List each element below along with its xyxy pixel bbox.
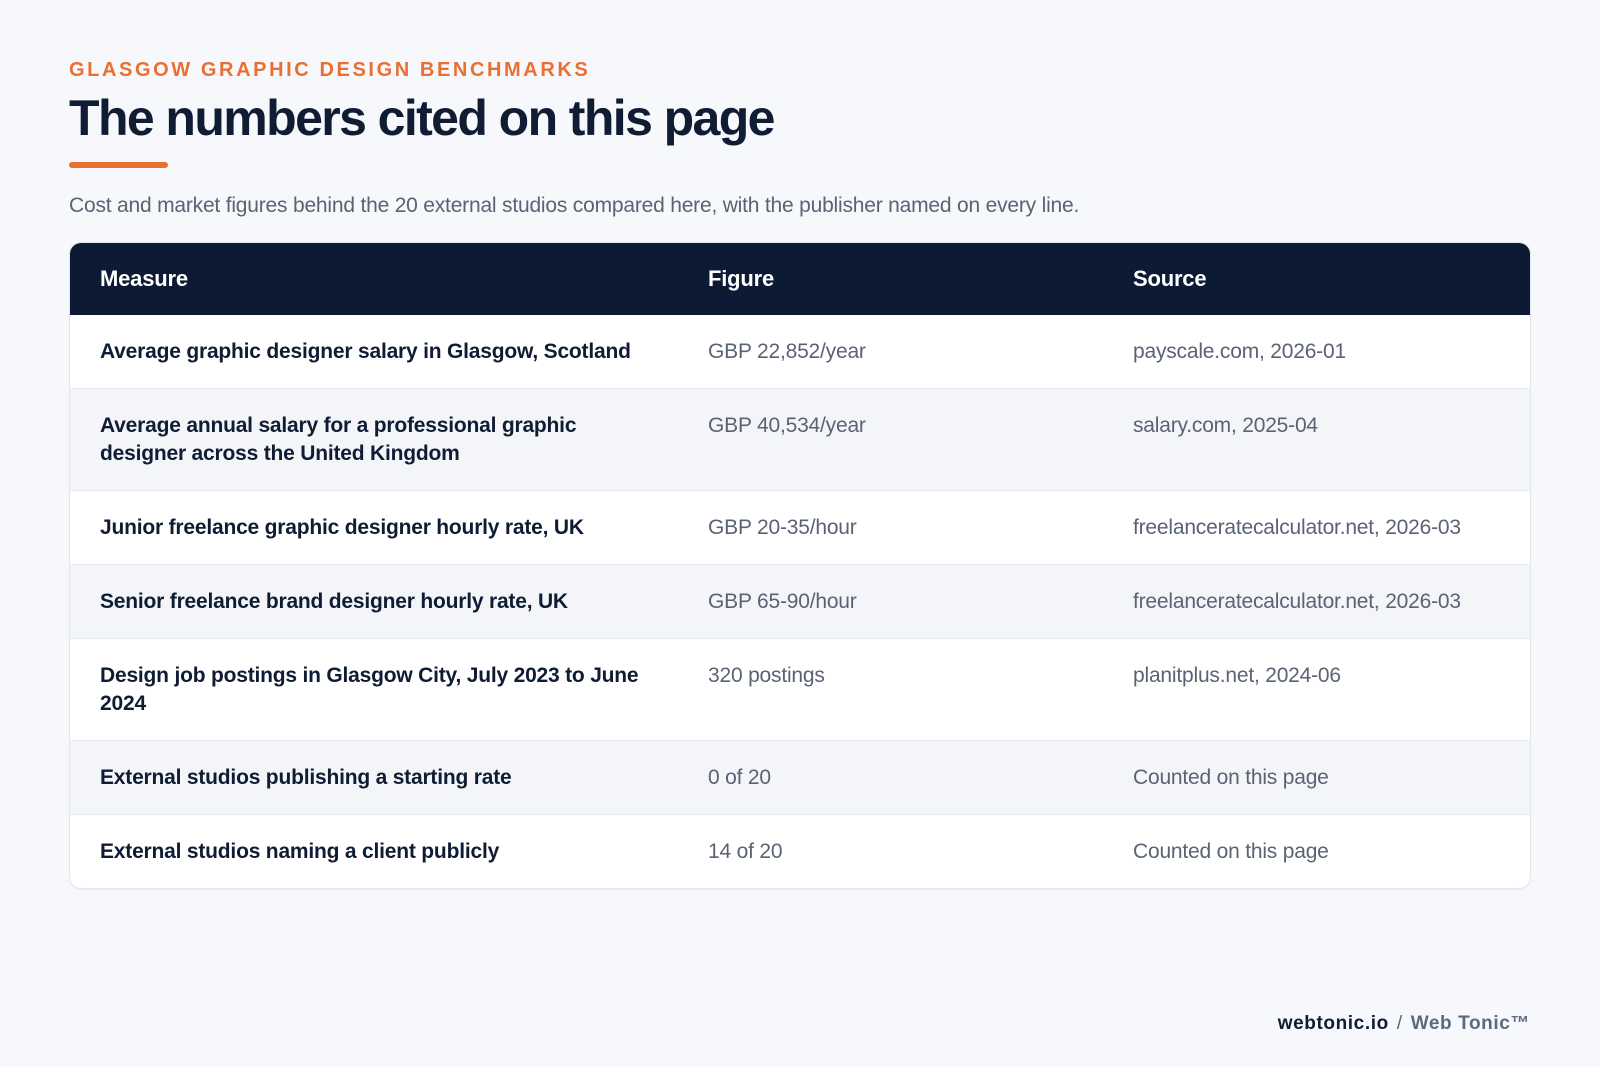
table-header-row: Measure Figure Source — [70, 243, 1530, 315]
column-header-source: Source — [1103, 243, 1530, 315]
measure-cell: Senior freelance brand designer hourly r… — [70, 564, 678, 639]
benchmarks-section: GLASGOW GRAPHIC DESIGN BENCHMARKS The nu… — [69, 58, 1531, 889]
source-cell: freelanceratecalculator.net, 2026-03 — [1103, 564, 1530, 639]
source-cell: salary.com, 2025-04 — [1103, 388, 1530, 491]
source-cell: payscale.com, 2026-01 — [1133, 340, 1346, 363]
figure-cell: GBP 65-90/hour — [678, 564, 1103, 639]
measure-cell: Junior freelance graphic designer hourly… — [70, 490, 678, 565]
table-header: Measure Figure Source — [70, 243, 1530, 315]
figure-cell: GBP 20-35/hour — [678, 490, 1103, 565]
measure-cell: Average graphic designer salary in Glasg… — [100, 340, 631, 363]
figure-cell: 320 postings — [678, 638, 1103, 741]
page-title: The numbers cited on this page — [69, 90, 775, 146]
benchmarks-table: Measure Figure Source Average graphic de… — [70, 243, 1530, 888]
source-cell: freelanceratecalculator.net, 2026-03 — [1103, 490, 1530, 565]
column-header-measure: Measure — [70, 243, 678, 315]
measure-cell: Average annual salary for a professional… — [70, 388, 678, 491]
table-row: External studios naming a client publicl… — [70, 814, 1530, 888]
table-row: Design job postings in Glasgow City, Jul… — [70, 638, 1530, 741]
table-row: Average graphic designer salary in Glasg… — [70, 315, 1530, 389]
figure-cell: GBP 22,852/year — [708, 340, 866, 363]
measure-cell: Design job postings in Glasgow City, Jul… — [70, 638, 678, 741]
table-row: Senior freelance brand designer hourly r… — [70, 564, 1530, 639]
footer-credit: webtonic.io / Web Tonic™ — [1278, 1012, 1530, 1036]
benchmarks-table-card: Measure Figure Source Average graphic de… — [69, 242, 1531, 889]
table-row: External studios publishing a starting r… — [70, 740, 1530, 815]
footer-separator: / — [1396, 1013, 1403, 1034]
footer-domain: webtonic.io — [1277, 1013, 1389, 1034]
source-cell: Counted on this page — [1103, 814, 1530, 888]
column-header-figure: Figure — [678, 243, 1103, 315]
title-accent-bar — [69, 162, 168, 168]
source-cell: Counted on this page — [1103, 740, 1530, 815]
page-subtitle: Cost and market figures behind the 20 ex… — [69, 194, 1080, 217]
table-row: Junior freelance graphic designer hourly… — [70, 490, 1530, 565]
measure-cell: External studios publishing a starting r… — [70, 740, 678, 815]
figure-cell: 14 of 20 — [678, 814, 1103, 888]
footer-brand: Web Tonic™ — [1410, 1013, 1530, 1034]
table-body: Average graphic designer salary in Glasg… — [70, 315, 1530, 888]
eyebrow-label: GLASGOW GRAPHIC DESIGN BENCHMARKS — [69, 59, 591, 81]
table-row: Average annual salary for a professional… — [70, 388, 1530, 491]
source-cell: planitplus.net, 2024-06 — [1103, 638, 1530, 741]
measure-cell: External studios naming a client publicl… — [70, 814, 678, 888]
figure-cell: GBP 40,534/year — [678, 388, 1103, 491]
figure-cell: 0 of 20 — [678, 740, 1103, 815]
